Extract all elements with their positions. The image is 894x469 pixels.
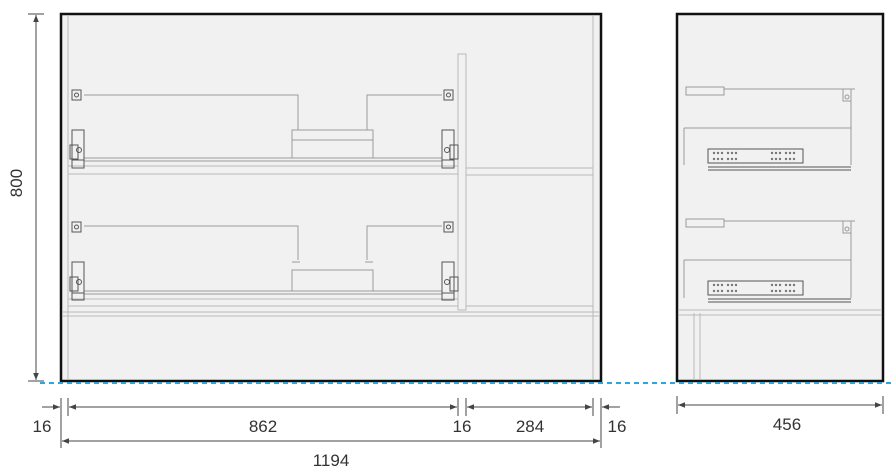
dimension-label-total-width: 1194 — [313, 451, 350, 469]
dimension-label-divider: 16 — [453, 417, 472, 436]
dimension-label-shelf: 284 — [516, 417, 544, 436]
upper-drawer — [68, 89, 459, 175]
side-cabinet-frame — [675, 12, 885, 383]
side-upper-drawer — [683, 86, 855, 171]
dimension-label-depth: 456 — [773, 415, 801, 434]
lower-drawer — [68, 221, 459, 307]
dimension-label-compartment: 862 — [249, 417, 277, 436]
dimension-label-side-right: 16 — [608, 417, 627, 436]
side-lower-drawer — [683, 218, 855, 303]
dimension-label-side-left: 16 — [33, 417, 52, 436]
divider-panel — [457, 53, 467, 311]
front-view — [59, 12, 603, 383]
side-view — [675, 12, 885, 383]
height-dimension-label: 800 — [7, 169, 26, 197]
dimensions: 800 16 862 16 284 16 1194 456 — [7, 13, 884, 469]
front-cabinet-frame — [59, 12, 603, 383]
